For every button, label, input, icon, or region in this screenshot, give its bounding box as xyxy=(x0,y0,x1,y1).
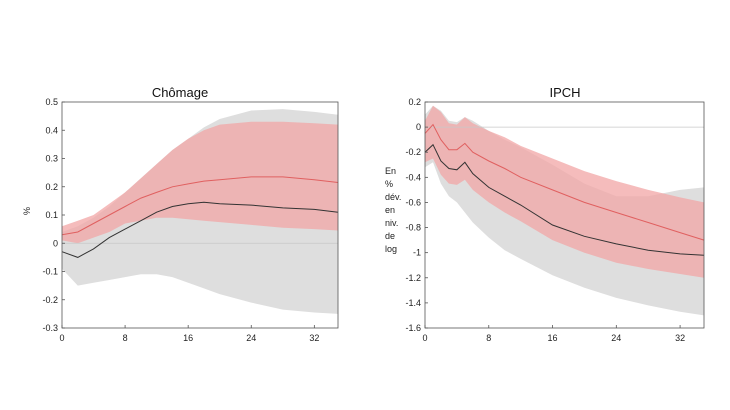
series-line-black xyxy=(424,143,705,256)
chomage-chart: Chômage -0.3 -0.2 -0.1 0 0.1 0.2 0.3 0.4 0.5 0 8 1… xyxy=(22,85,339,343)
x-tick-label: 0 xyxy=(59,333,64,343)
y-axis: -0.3 -0.2 -0.1 0 0.1 0.2 0.3 0.4 0.5 xyxy=(42,97,65,333)
confidence-band-red xyxy=(425,105,704,278)
confidence-band-red xyxy=(62,121,338,244)
x-axis: 0 8 16 24 32 xyxy=(59,325,319,343)
x-tick-label: 16 xyxy=(548,333,558,343)
chart-title: Chômage xyxy=(152,85,208,100)
y-label-line: en xyxy=(385,205,395,215)
y-tick-label: -1.6 xyxy=(405,323,421,333)
y-tick-label: -1.2 xyxy=(405,273,421,283)
y-tick-label: 0.2 xyxy=(408,97,421,107)
x-tick-label: 24 xyxy=(246,333,256,343)
x-axis: 0 8 16 24 32 xyxy=(422,325,685,343)
y-axis-label: % xyxy=(22,207,32,215)
x-tick-label: 8 xyxy=(486,333,491,343)
y-tick-label: 0.4 xyxy=(45,125,58,135)
series-line-black xyxy=(61,201,339,258)
y-label-line: de xyxy=(385,231,395,241)
line-layer xyxy=(424,123,705,256)
plot-frame xyxy=(424,101,705,329)
x-tick-label: 0 xyxy=(422,333,427,343)
y-axis-label: En% dév. en niv. de log xyxy=(385,166,401,254)
y-label-line: niv. xyxy=(385,218,398,228)
y-label-line: % xyxy=(385,179,393,189)
y-tick-label: -0.8 xyxy=(405,223,421,233)
y-label-line: dév. xyxy=(385,192,401,202)
y-tick-label: -0.1 xyxy=(42,267,58,277)
line-layer xyxy=(61,176,339,258)
series-line-red xyxy=(61,176,339,236)
ipch-chart: IPCH -1.6-1.4-1.2-1-0.8-0.6-0.4-0.200.2 … xyxy=(385,85,705,343)
band-layer xyxy=(425,105,704,316)
y-label-line: log xyxy=(385,244,397,254)
x-tick-label: 32 xyxy=(309,333,319,343)
chart-title: IPCH xyxy=(549,85,580,100)
y-tick-label: -1.4 xyxy=(405,298,421,308)
series-line-red xyxy=(424,123,705,241)
x-tick-label: 16 xyxy=(183,333,193,343)
y-axis: -1.6 -1.4 -1.2 -1 -0.8 -0.6 -0.4 -0.2 0 0.2 xyxy=(405,97,428,333)
x-tick-label: 32 xyxy=(675,333,685,343)
y-tick-label: 0.2 xyxy=(45,182,58,192)
y-tick-label: 0 xyxy=(416,122,421,132)
y-tick-label: 0.3 xyxy=(45,154,58,164)
y-tick-label: -0.3 xyxy=(42,323,58,333)
y-tick-label: -0.6 xyxy=(405,197,421,207)
y-tick-label: 0 xyxy=(53,238,58,248)
y-tick-label: 0.5 xyxy=(45,97,58,107)
x-tick-label: 24 xyxy=(611,333,621,343)
y-tick-label: -0.2 xyxy=(42,295,58,305)
y-label-line: En xyxy=(385,166,396,176)
y-tick-label: -0.4 xyxy=(405,172,421,182)
band-layer xyxy=(62,109,338,314)
y-tick-label: -1 xyxy=(413,248,421,258)
y-tick-label: -0.2 xyxy=(405,147,421,157)
x-tick-label: 8 xyxy=(123,333,128,343)
y-tick-label: 0.1 xyxy=(45,210,58,220)
